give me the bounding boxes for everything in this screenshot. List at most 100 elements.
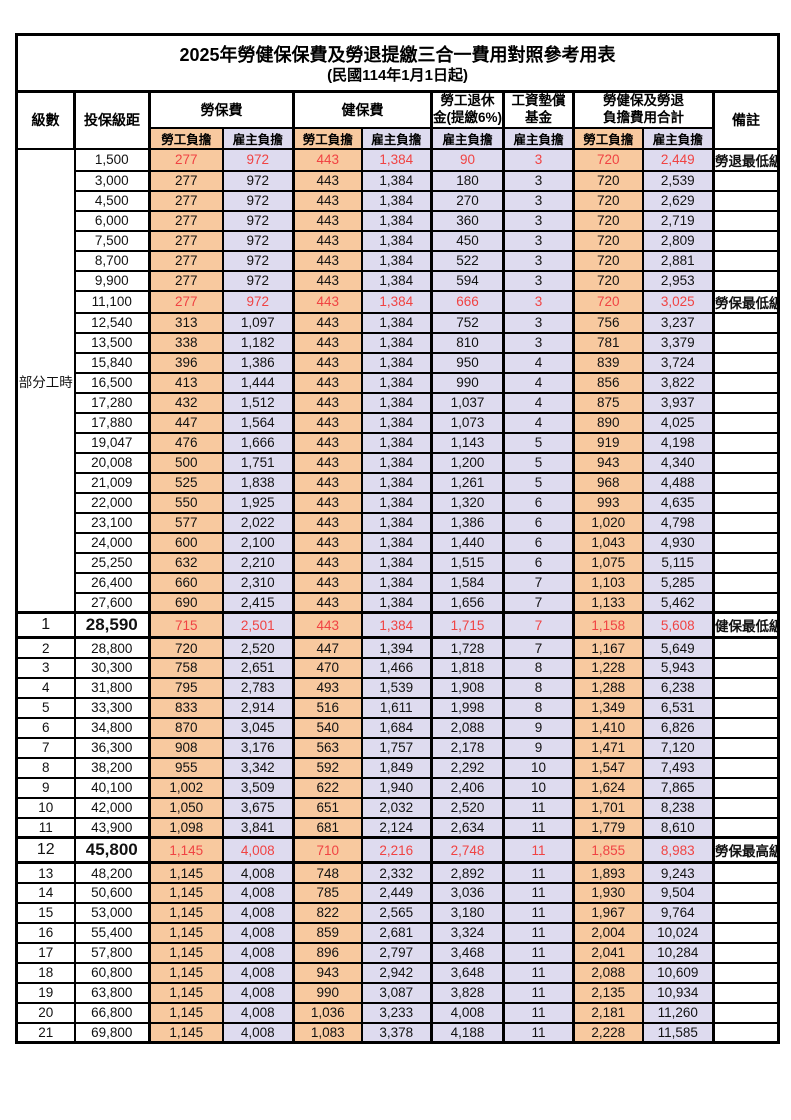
cell-labor_employer: 1,182 <box>221 331 295 354</box>
header-labor-employer: 雇主負擔 <box>221 126 295 150</box>
cell-health_employee: 443 <box>292 249 363 272</box>
cell-total_employer: 5,608 <box>641 611 715 640</box>
cell-total_employee: 1,228 <box>572 656 644 679</box>
cell-total_employee: 720 <box>572 229 644 252</box>
table-row: 24,000 600 2,100 443 1,384 1,440 6 1,043 4,930 <box>17 531 780 554</box>
cell-fund_employer: 4 <box>502 371 575 394</box>
cell-total_employer: 9,764 <box>641 901 715 924</box>
cell-fund_employer: 9 <box>502 736 575 759</box>
cell-labor_employee: 955 <box>148 756 224 779</box>
cell-fund_employer: 3 <box>502 249 575 272</box>
cell-total_employer: 4,930 <box>641 531 715 554</box>
header-health-insurance: 健保費 <box>292 90 433 129</box>
cell-health_employee: 443 <box>292 391 363 414</box>
table-row: 16 55,400 1,145 4,008 859 2,681 3,324 11 2,004 10… <box>15 921 780 944</box>
cell-level: 13 <box>15 861 76 884</box>
cell-pension_employer: 752 <box>430 311 505 334</box>
cell-total_employee: 1,967 <box>572 901 644 924</box>
cell-labor_employer: 2,651 <box>221 656 295 679</box>
cell-total_employee: 2,041 <box>572 941 644 964</box>
cell-bracket: 28,800 <box>73 636 151 659</box>
cell-health_employer: 1,684 <box>360 716 433 739</box>
cell-bracket: 23,100 <box>73 511 151 534</box>
cell-bracket: 50,600 <box>73 881 151 904</box>
cell-labor_employee: 277 <box>148 289 224 314</box>
cell-level: 1 <box>15 611 76 640</box>
cell-pension_employer: 2,634 <box>430 816 505 839</box>
cell-total_employer: 9,504 <box>641 881 715 904</box>
cell-health_employee: 443 <box>292 431 363 454</box>
table-row: 13 48,200 1,145 4,008 748 2,332 2,892 11 1,893 9,… <box>15 861 780 884</box>
cell-labor_employer: 972 <box>221 289 295 314</box>
cell-health_employee: 443 <box>292 269 363 292</box>
table-row: 19,047 476 1,666 443 1,384 1,143 5 919 4,198 <box>17 431 780 454</box>
table-row: 21,009 525 1,838 443 1,384 1,261 5 968 4,488 <box>17 471 780 494</box>
cell-remark <box>712 1001 780 1024</box>
cell-total_employer: 8,238 <box>641 796 715 819</box>
cell-total_employee: 1,103 <box>572 571 644 594</box>
cell-labor_employer: 3,176 <box>221 736 295 759</box>
cell-pension_employer: 990 <box>430 371 505 394</box>
cell-bracket: 33,300 <box>73 696 151 719</box>
cell-labor_employee: 632 <box>148 551 224 574</box>
cell-total_employer: 10,609 <box>641 961 715 984</box>
page-subtitle: (民國114年1月1日起) <box>327 66 468 84</box>
cell-fund_employer: 7 <box>502 591 575 614</box>
cell-health_employee: 443 <box>292 311 363 334</box>
cell-fund_employer: 7 <box>502 571 575 594</box>
cell-level: 7 <box>15 736 76 759</box>
cell-labor_employer: 1,751 <box>221 451 295 474</box>
cell-fund_employer: 5 <box>502 451 575 474</box>
cell-pension_employer: 1,728 <box>430 636 505 659</box>
cell-total_employer: 10,024 <box>641 921 715 944</box>
cell-labor_employee: 600 <box>148 531 224 554</box>
cell-health_employee: 592 <box>292 756 363 779</box>
cell-bracket: 16,500 <box>73 371 151 394</box>
cell-health_employer: 1,384 <box>360 411 433 434</box>
cell-health_employee: 443 <box>292 591 363 614</box>
cell-labor_employee: 660 <box>148 571 224 594</box>
cell-bracket: 53,000 <box>73 901 151 924</box>
cell-labor_employer: 2,022 <box>221 511 295 534</box>
table-title-block: 2025年勞健保保費及勞退提繳三合一費用對照參考用表 (民國114年1月1日起) <box>15 33 780 93</box>
cell-fund_employer: 4 <box>502 391 575 414</box>
cell-labor_employer: 3,045 <box>221 716 295 739</box>
cell-level: 17 <box>15 941 76 964</box>
cell-pension_employer: 1,515 <box>430 551 505 574</box>
cell-remark <box>712 941 780 964</box>
table-row: 7 36,300 908 3,176 563 1,757 2,178 9 1,471 7,120 <box>15 736 780 759</box>
cell-pension_employer: 3,324 <box>430 921 505 944</box>
cell-health_employee: 443 <box>292 371 363 394</box>
cell-labor_employee: 277 <box>148 169 224 192</box>
cell-labor_employee: 500 <box>148 451 224 474</box>
cell-health_employee: 443 <box>292 471 363 494</box>
cell-labor_employer: 4,008 <box>221 1001 295 1024</box>
cell-health_employer: 1,384 <box>360 591 433 614</box>
cell-fund_employer: 11 <box>502 816 575 839</box>
cell-bracket: 60,800 <box>73 961 151 984</box>
cell-pension_employer: 270 <box>430 189 505 212</box>
cell-bracket: 17,880 <box>73 411 151 434</box>
page-title: 2025年勞健保保費及勞退提繳三合一費用對照參考用表 <box>179 44 616 65</box>
cell-remark <box>712 656 780 679</box>
table-row: 17 57,800 1,145 4,008 896 2,797 3,468 11 2,041 10… <box>15 941 780 964</box>
cell-total_employer: 5,462 <box>641 591 715 614</box>
cell-health_employer: 2,216 <box>360 836 433 865</box>
cell-total_employee: 720 <box>572 249 644 272</box>
cell-health_employee: 785 <box>292 881 363 904</box>
table-row: 6 34,800 870 3,045 540 1,684 2,088 9 1,410 6,826 <box>15 716 780 739</box>
cell-remark <box>712 391 780 414</box>
fee-table: 2025年勞健保保費及勞退提繳三合一費用對照參考用表 (民國114年1月1日起)… <box>15 33 781 1045</box>
cell-remark <box>712 901 780 924</box>
header-wage-fund: 工資墊償 基金 <box>502 90 575 129</box>
cell-health_employer: 1,384 <box>360 451 433 474</box>
cell-pension_employer: 594 <box>430 269 505 292</box>
cell-total_employer: 4,488 <box>641 471 715 494</box>
cell-labor_employee: 1,145 <box>148 1001 224 1024</box>
cell-total_employee: 2,135 <box>572 981 644 1004</box>
table-row: 23,100 577 2,022 443 1,384 1,386 6 1,020 4,798 <box>17 511 780 534</box>
cell-bracket: 42,000 <box>73 796 151 819</box>
cell-level: 5 <box>15 696 76 719</box>
cell-total_employer: 2,629 <box>641 189 715 212</box>
